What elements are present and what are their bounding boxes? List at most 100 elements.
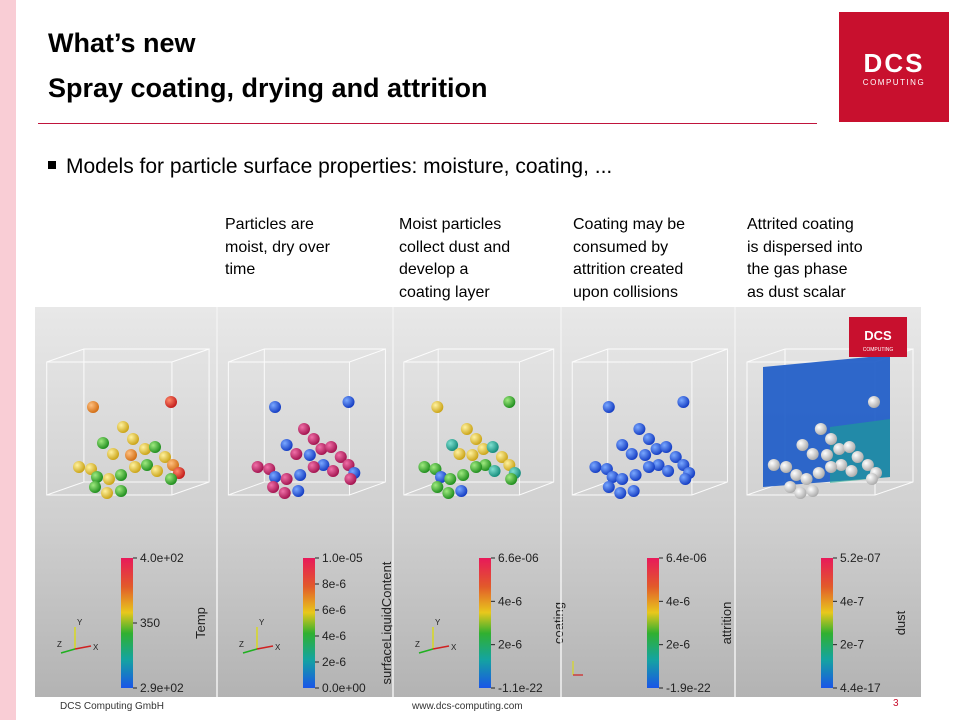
- particle: [431, 481, 444, 493]
- particle: [470, 461, 483, 473]
- particle: [800, 473, 813, 485]
- color-bar-tick-label: 2e-6: [666, 638, 690, 652]
- particle: [115, 469, 127, 481]
- particle: [460, 423, 473, 435]
- particle: [327, 465, 340, 477]
- axis-z-label: Z: [57, 640, 62, 649]
- particle: [784, 481, 797, 493]
- particle: [642, 433, 655, 445]
- caption-line: is dispersed into: [747, 238, 863, 256]
- particle: [418, 461, 431, 473]
- particle: [825, 433, 838, 445]
- particle: [806, 448, 819, 460]
- particle: [292, 485, 305, 497]
- logo-sub-text: COMPUTING: [862, 78, 926, 87]
- page-title: What’s new: [48, 28, 196, 58]
- particle: [652, 459, 665, 471]
- color-bar-tick-label: 6e-6: [322, 603, 346, 617]
- particle: [91, 471, 103, 483]
- caption-line: Coating may be: [573, 216, 686, 233]
- caption-line: as dust scalar: [747, 283, 846, 301]
- caption-moisture: Particles are moist, dry over time: [225, 214, 385, 282]
- particle: [269, 471, 282, 483]
- caption-line: attrition created: [573, 261, 684, 278]
- particle: [495, 451, 508, 463]
- particle: [470, 433, 483, 445]
- particle: [97, 437, 109, 449]
- page-subtitle: Spray coating, drying and attrition: [48, 73, 488, 103]
- particle: [307, 433, 320, 445]
- particle: [251, 461, 264, 473]
- color-bar: [121, 558, 133, 688]
- caption-line: collect dust and: [399, 238, 511, 256]
- particle: [117, 421, 129, 433]
- axis-z: [242, 648, 258, 654]
- particle: [479, 459, 492, 471]
- particle: [642, 461, 655, 473]
- particle: [101, 487, 113, 499]
- bullet-point: Models for particle surface properties: …: [48, 155, 612, 179]
- particle: [677, 396, 690, 408]
- particle: [477, 443, 490, 455]
- axis-z: [60, 648, 76, 654]
- particle: [614, 487, 627, 499]
- particle: [820, 449, 833, 461]
- color-bar-tick-label: 8e-6: [322, 577, 346, 591]
- color-bar-tick-label: 2e-6: [322, 655, 346, 669]
- color-bar-title: Temp: [193, 607, 208, 639]
- particle: [141, 459, 153, 471]
- particle: [342, 396, 355, 408]
- domain-box: [571, 348, 728, 496]
- particle: [505, 473, 518, 485]
- domain-box: [403, 348, 555, 496]
- axis-y-label: Y: [259, 618, 265, 627]
- particle: [89, 481, 101, 493]
- color-bar-title: coating: [551, 602, 566, 644]
- particle: [457, 469, 470, 481]
- page-number: 3: [893, 698, 899, 709]
- particle: [639, 449, 652, 461]
- particle: [149, 441, 161, 453]
- particle: [616, 473, 629, 485]
- caption-line: Moist particles: [399, 216, 502, 233]
- particle: [796, 439, 809, 451]
- particle: [790, 469, 803, 481]
- particle: [303, 449, 316, 461]
- color-bar-tick-label: 4e-6: [666, 594, 690, 608]
- particle: [280, 439, 293, 451]
- color-bar-title: surfaceLiquidContent: [379, 561, 394, 684]
- particle: [606, 471, 619, 483]
- particle: [129, 461, 141, 473]
- sim-panel-2: 1.0e-05 8e-6 6e-6 4e-6 2e-6 0.0e+00 surfaceLiq…: [216, 307, 394, 697]
- particle: [466, 449, 479, 461]
- particle: [115, 485, 127, 497]
- caption-line: Particles are: [225, 216, 314, 233]
- color-bar-title: attrition: [719, 602, 734, 645]
- particle: [159, 451, 171, 463]
- panels-layer: 4.0e+02 350 2.9e+02 Temp Y X Z 1.0e-05 8e-6 6e-6 4…: [46, 307, 914, 697]
- particle: [627, 485, 640, 497]
- color-bar-tick-label: 5.2e-07: [840, 551, 881, 565]
- particle: [127, 433, 139, 445]
- axis-x: [432, 645, 450, 650]
- axis-x-label: X: [451, 643, 457, 652]
- square-bullet-icon: [48, 161, 56, 170]
- color-bar-tick-label: 2.9e+02: [140, 681, 184, 695]
- particle: [267, 481, 280, 493]
- particle: [843, 441, 856, 453]
- particle: [444, 473, 457, 485]
- color-bar-tick-label: 1.0e-05: [322, 551, 363, 565]
- particle: [453, 448, 466, 460]
- particle: [616, 439, 629, 451]
- axis-x: [74, 645, 92, 650]
- axis-z: [418, 648, 434, 654]
- particle: [835, 459, 848, 471]
- axis-x: [256, 645, 274, 650]
- particle: [833, 443, 846, 455]
- particle: [589, 461, 602, 473]
- particle: [151, 465, 163, 477]
- particle: [767, 459, 780, 471]
- color-bar-tick-label: 6.4e-06: [666, 551, 707, 565]
- footer-url[interactable]: www.dcs-computing.com: [412, 701, 523, 712]
- particle: [486, 441, 499, 453]
